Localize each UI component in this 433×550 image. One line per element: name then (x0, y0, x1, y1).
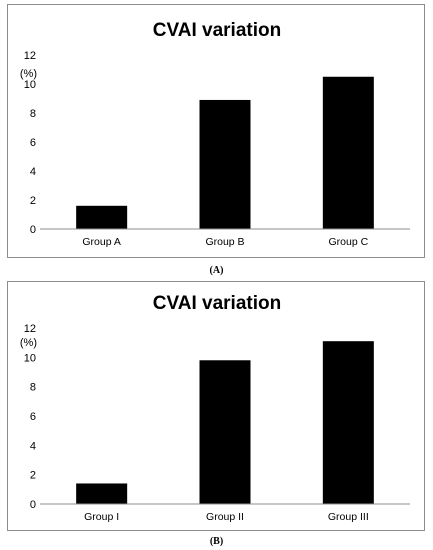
x-tick-label: Group I (84, 511, 119, 523)
y-tick-label: 6 (30, 411, 36, 423)
bar-group-c (322, 76, 374, 229)
y-tick-label: 12 (24, 323, 36, 335)
bar-group-ii (199, 360, 251, 504)
bar-group-iii (322, 341, 374, 504)
y-tick-label: 6 (30, 137, 36, 149)
y-tick-label: 0 (30, 224, 36, 236)
y-axis-label: (%) (20, 337, 37, 349)
bar-chart-b: CVAI variation 0 2 4 6 8 10 12 (%) Group I Group I… (20, 293, 410, 523)
y-tick-label: 8 (30, 108, 36, 120)
x-tick-label: Group III (328, 511, 369, 523)
x-tick-label: Group A (82, 236, 121, 248)
chart-panel-a: CVAI variation 0 2 4 6 8 10 12 (%) Group A Group B… (7, 4, 425, 258)
y-tick-label: 2 (30, 470, 36, 482)
y-tick-label: 4 (30, 440, 36, 452)
y-axis-label: (%) (20, 68, 37, 80)
x-tick-label: Group C (328, 236, 368, 248)
caption-a: (A) (209, 265, 224, 276)
caption-b: (B) (209, 536, 224, 547)
chart-title: CVAI variation (153, 293, 281, 314)
y-tick-label: 2 (30, 195, 36, 207)
y-tick-label: 12 (24, 50, 36, 62)
y-tick-label: 10 (24, 352, 36, 364)
bar-group-i (76, 483, 128, 504)
y-tick-label: 8 (30, 382, 36, 394)
bar-chart-a: CVAI variation 0 2 4 6 8 10 12 (%) Group A Group B… (20, 20, 410, 248)
chart-title: CVAI variation (153, 20, 281, 41)
y-tick-label: 0 (30, 499, 36, 511)
x-tick-label: Group II (206, 511, 244, 523)
bar-group-a (76, 205, 128, 229)
chart-panel-b: CVAI variation 0 2 4 6 8 10 12 (%) Group I Group I… (7, 281, 425, 531)
bar-group-b (199, 99, 251, 229)
x-tick-label: Group B (205, 236, 244, 248)
y-tick-label: 10 (24, 79, 36, 91)
y-tick-label: 4 (30, 166, 36, 178)
